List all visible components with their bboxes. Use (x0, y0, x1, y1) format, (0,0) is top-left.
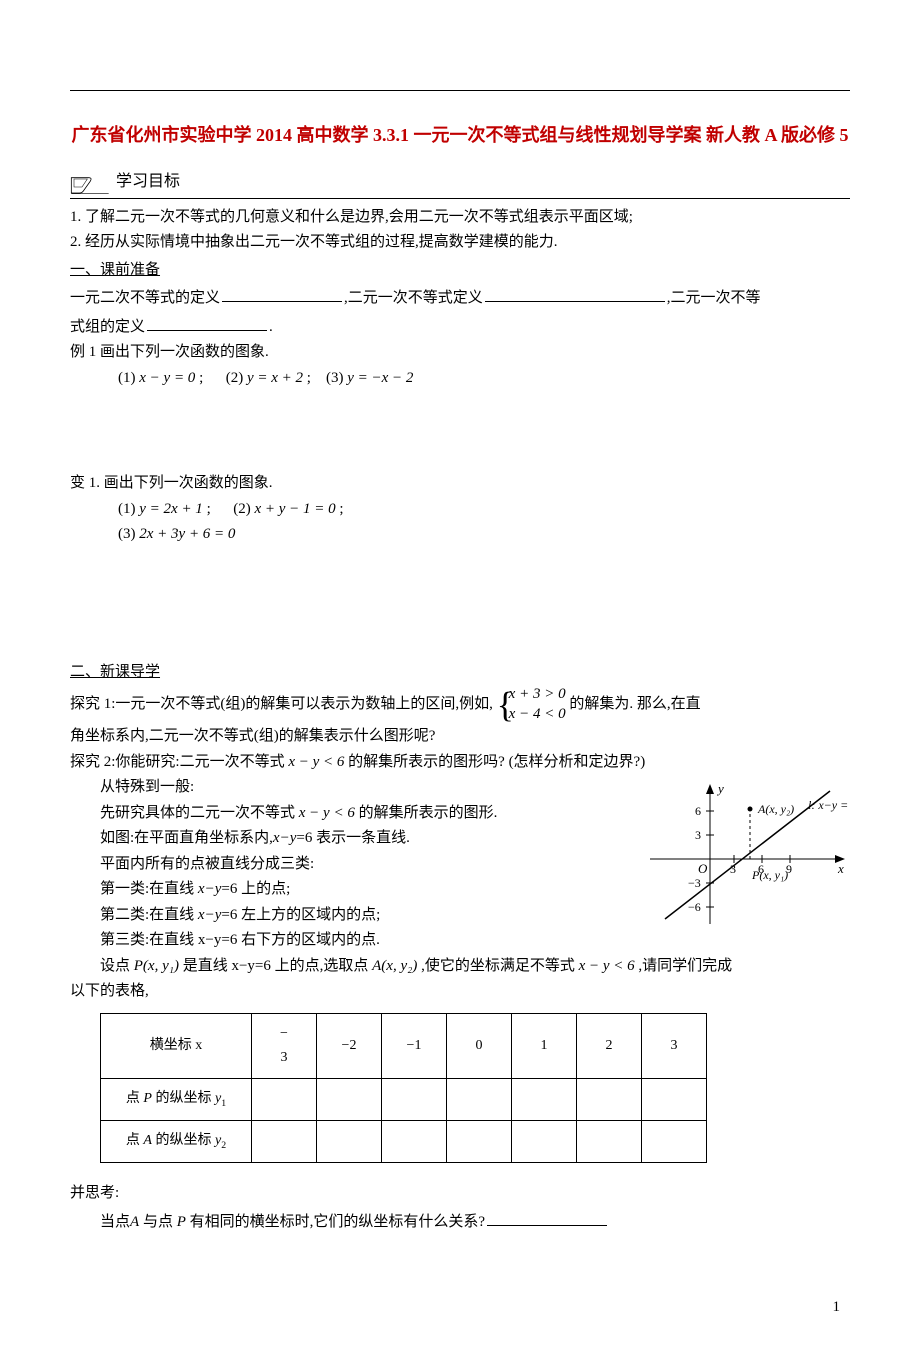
definition-fill: 一元二次不等式的定义,二元一次不等式定义,二元一次不等 (70, 283, 850, 312)
blank-1 (222, 283, 342, 302)
svg-text:6: 6 (695, 804, 701, 818)
coordinate-graph: y x O A(x, y₂) P(x, y₁) l: x−y = 6 6 3 −… (640, 779, 850, 939)
goal-1: 1. 了解二元一次不等式的几何意义和什么是边界,会用二元一次不等式组表示平面区域… (70, 205, 850, 231)
svg-text:A(x, y₂): A(x, y₂) (757, 802, 794, 816)
variant-1-line2: (3) 2x + 3y + 6 = 0 (70, 522, 850, 548)
explore-2-intro: 探究 2:你能研究:二元一次不等式 x − y < 6 的解集所表示的图形吗? … (70, 750, 850, 776)
blank-2 (485, 283, 665, 302)
section-1-label: 一、课前准备 (70, 258, 160, 284)
think-label: 并思考: (70, 1181, 850, 1207)
data-table: 横坐标 x − 3 −2 −1 0 1 2 3 点 P 的纵坐标 y1 点 A … (100, 1013, 707, 1163)
variant-1-line1: (1) y = 2x + 1 ; (2) x + y − 1 = 0 ; (70, 497, 850, 523)
flag-icon (70, 174, 110, 196)
svg-text:9: 9 (786, 862, 792, 876)
explore-2-setpoint-2: 以下的表格, (70, 979, 850, 1005)
section-heading-goals: 学习目标 (70, 168, 850, 199)
equation-system: x + 3 > 0 x − 4 < 0 (497, 685, 566, 724)
table-row-p: 点 P 的纵坐标 y1 (101, 1078, 707, 1120)
explore-2-setpoint: 设点 P(x, y₁) 是直线 x−y=6 上的点,选取点 A(x, y₂) ,… (70, 954, 850, 980)
example-1-label: 例 1 画出下列一次函数的图象. (70, 340, 850, 366)
axis-x-label: x (837, 861, 844, 876)
svg-text:6: 6 (758, 862, 764, 876)
svg-text:l: x−y = 6: l: x−y = 6 (808, 798, 850, 812)
definition-fill-2: 式组的定义. (70, 312, 850, 341)
goals-label: 学习目标 (116, 168, 180, 196)
table-row-a: 点 A 的纵坐标 y2 (101, 1121, 707, 1163)
goal-2: 2. 经历从实际情境中抽象出二元一次不等式组的过程,提高数学建模的能力. (70, 230, 850, 256)
axis-y-label: y (716, 781, 724, 796)
page-number: 1 (70, 1295, 850, 1321)
svg-text:3: 3 (730, 862, 736, 876)
explore-1-line2: 角坐标系内,二元一次不等式(组)的解集表示什么图形呢? (70, 724, 850, 750)
svg-text:−6: −6 (688, 900, 701, 914)
svg-text:P(x, y₁): P(x, y₁) (751, 868, 788, 882)
think-q1: 当点A 与点 P 有相同的横坐标时,它们的纵坐标有什么关系? (70, 1207, 850, 1236)
section-2-label: 二、新课导学 (70, 660, 160, 686)
blank-3 (147, 312, 267, 331)
table-row-header: 横坐标 x − 3 −2 −1 0 1 2 3 (101, 1013, 707, 1078)
origin-label: O (698, 861, 708, 876)
example-1-items: (1) x − y = 0 ; (2) y = x + 2 ; (3) y = … (70, 366, 850, 392)
svg-text:3: 3 (695, 828, 701, 842)
svg-text:−3: −3 (688, 876, 701, 890)
variant-1-label: 变 1. 画出下列一次函数的图象. (70, 471, 850, 497)
page-title: 广东省化州市实验中学 2014 高中数学 3.3.1 一元一次不等式组与线性规划… (70, 121, 850, 150)
explore-1: 探究 1:一元一次不等式(组)的解集可以表示为数轴上的区间,例如, x + 3 … (70, 685, 850, 724)
blank-answer-1 (487, 1207, 607, 1226)
